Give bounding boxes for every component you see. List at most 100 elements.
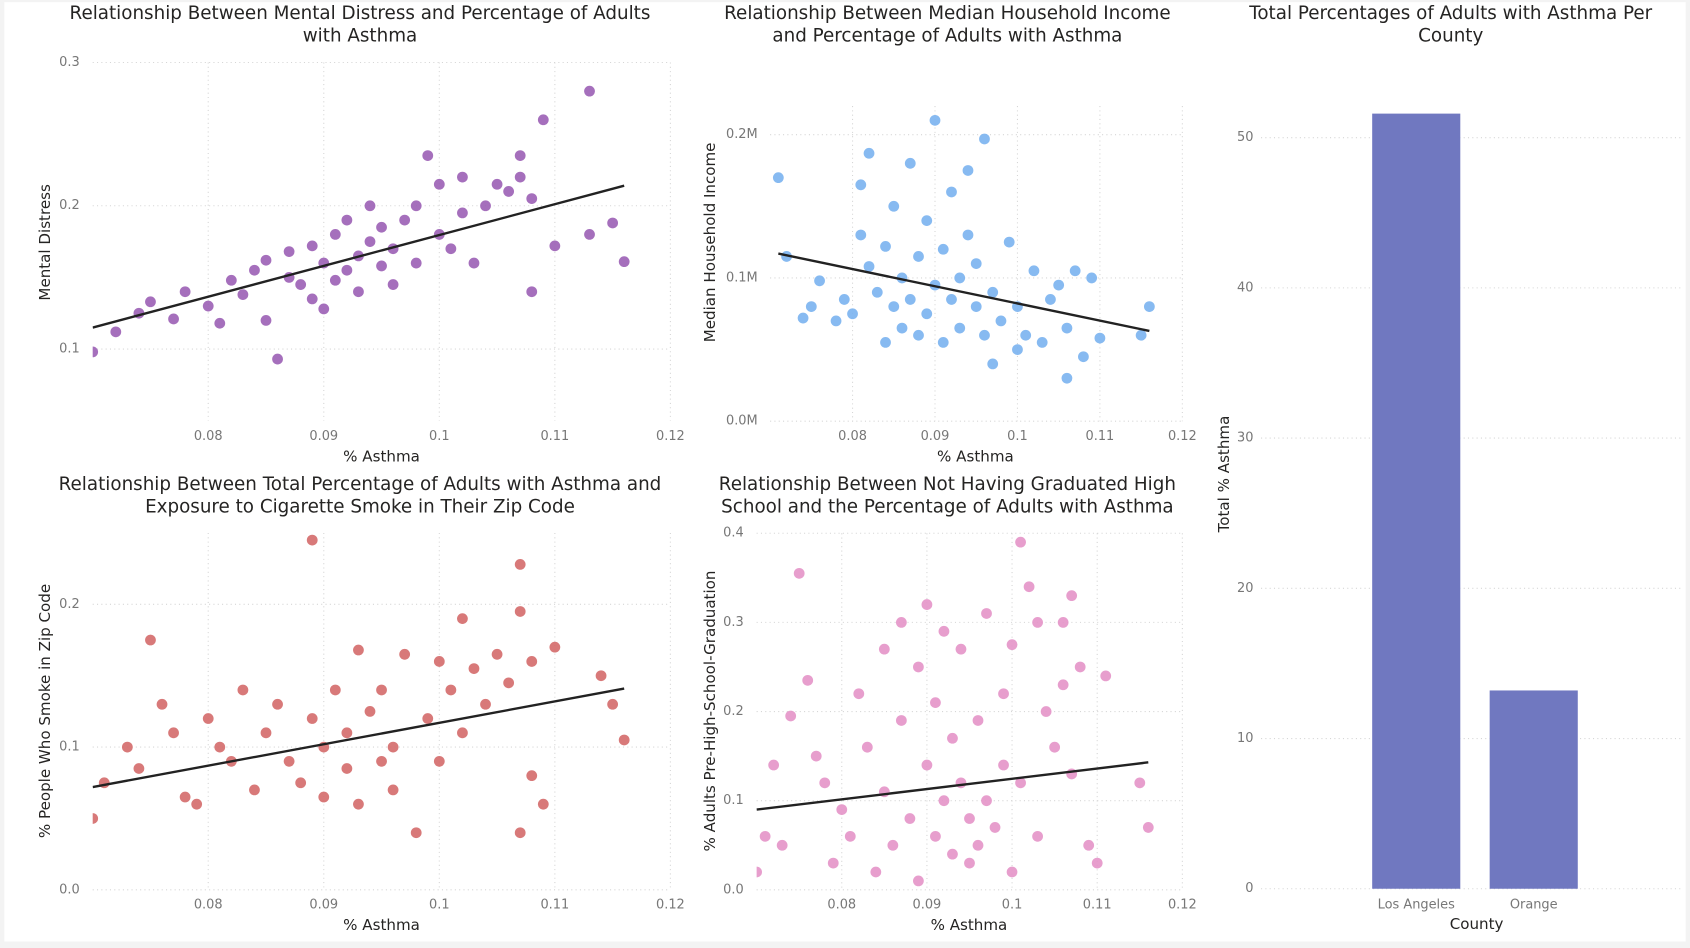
scatter-point [855, 179, 867, 191]
y-tick-label: 40 [1237, 280, 1253, 295]
chart-title: Relationship Between Mental Distress and… [70, 3, 651, 24]
scatter-point [468, 257, 480, 269]
scatter-point [410, 200, 422, 212]
scatter-point [827, 857, 839, 869]
scatter-point [904, 813, 916, 824]
x-tick-label: 0.08 [827, 897, 856, 912]
scatter-point [341, 727, 353, 739]
scatter-point [938, 625, 950, 637]
scatter-point [964, 813, 975, 824]
y-tick-label: 0.0 [723, 882, 744, 897]
y-tick-label: 0.1 [59, 342, 80, 357]
x-axis-label: % Asthma [937, 447, 1014, 465]
x-tick-label: 0.1 [1002, 897, 1023, 912]
scatter-point [457, 207, 468, 219]
scatter-point [896, 322, 908, 334]
scatter-point [947, 848, 958, 860]
scatter-point [972, 839, 984, 851]
x-tick-label: 0.11 [1083, 897, 1112, 912]
scatter-point [1086, 272, 1098, 284]
x-tick-label: 0.12 [656, 429, 685, 444]
scatter-point [954, 322, 966, 334]
scatter-point [878, 643, 890, 655]
scatter-point [998, 759, 1009, 771]
scatter-point [1015, 536, 1026, 548]
scatter-point [814, 275, 825, 287]
y-tick-label: 0.2 [59, 597, 80, 612]
scatter-point [526, 193, 538, 204]
scatter-point [904, 294, 916, 305]
points [772, 114, 1155, 384]
x-tick-label: 0.09 [921, 429, 950, 444]
bar [1372, 113, 1461, 889]
scatter-point [844, 830, 856, 842]
scatter-point [387, 741, 399, 753]
x-tick-label: 0.11 [540, 429, 569, 444]
scatter-point [445, 243, 457, 255]
x-tick-label: 0.08 [194, 897, 223, 912]
scatter-point [863, 147, 875, 159]
scatter-point [306, 713, 318, 724]
points [756, 536, 1154, 887]
scatter-point [503, 677, 515, 689]
scatter-point [445, 684, 457, 696]
scatter-point [237, 289, 249, 300]
scatter-point [457, 727, 468, 739]
chart-title: Relationship Between Total Percentage of… [59, 474, 662, 495]
scatter-point [955, 643, 967, 655]
scatter-point [549, 641, 561, 653]
scatter-point [341, 214, 353, 226]
scatter-point [387, 279, 399, 290]
scatter-point [913, 251, 924, 262]
scatter-point [295, 279, 307, 290]
scatter-point [133, 763, 145, 774]
chart-title: with Asthma [303, 26, 418, 47]
scatter-point [364, 236, 376, 247]
scatter-point [1057, 617, 1069, 628]
x-axis-label: % Asthma [343, 916, 420, 934]
scatter-point [329, 684, 341, 696]
scatter-point [537, 114, 549, 126]
scatter-point [810, 750, 822, 762]
scatter-point [1061, 372, 1073, 384]
x-tick-label: 0.1 [1007, 429, 1028, 444]
scatter-point [913, 875, 924, 887]
chart-title: Total Percentages of Adults with Asthma … [1248, 3, 1652, 24]
scatter-point [584, 85, 595, 97]
scatter-point [225, 274, 237, 286]
scatter-point [618, 734, 630, 746]
scatter-point [387, 784, 399, 796]
scatter-point [202, 300, 214, 312]
scatter-point [121, 741, 133, 753]
scatter-point [929, 114, 941, 126]
scatter-point [306, 293, 318, 305]
trend-line [92, 184, 625, 329]
scatter-point [364, 200, 376, 212]
scatter-point [836, 804, 848, 815]
y-tick-label: 10 [1237, 731, 1253, 746]
scatter-point [1020, 329, 1032, 341]
scatter-point [772, 172, 784, 184]
y-tick-label: 0.0M [726, 414, 758, 429]
y-tick-label: 0.3 [723, 615, 744, 630]
scatter-point [376, 221, 387, 233]
scatter-point [937, 243, 949, 255]
scatter-point [962, 229, 974, 241]
x-tick-label: 0.09 [913, 897, 942, 912]
scatter-point [491, 178, 503, 190]
scatter-point [802, 674, 814, 686]
y-tick-label: 0.1M [726, 270, 758, 285]
scatter-point [353, 286, 364, 298]
scatter-point [514, 606, 526, 617]
scatter-point [410, 827, 422, 839]
scatter-point [1006, 639, 1018, 651]
scatter-point [1023, 581, 1035, 593]
scatter-point [607, 698, 619, 710]
scatter-point [895, 617, 907, 628]
scatter-point [989, 822, 1001, 833]
scatter-point [1040, 706, 1052, 717]
scatter-point [979, 329, 990, 341]
scatter-point [595, 670, 607, 682]
scatter-point [981, 795, 992, 807]
scatter-point [295, 777, 307, 789]
